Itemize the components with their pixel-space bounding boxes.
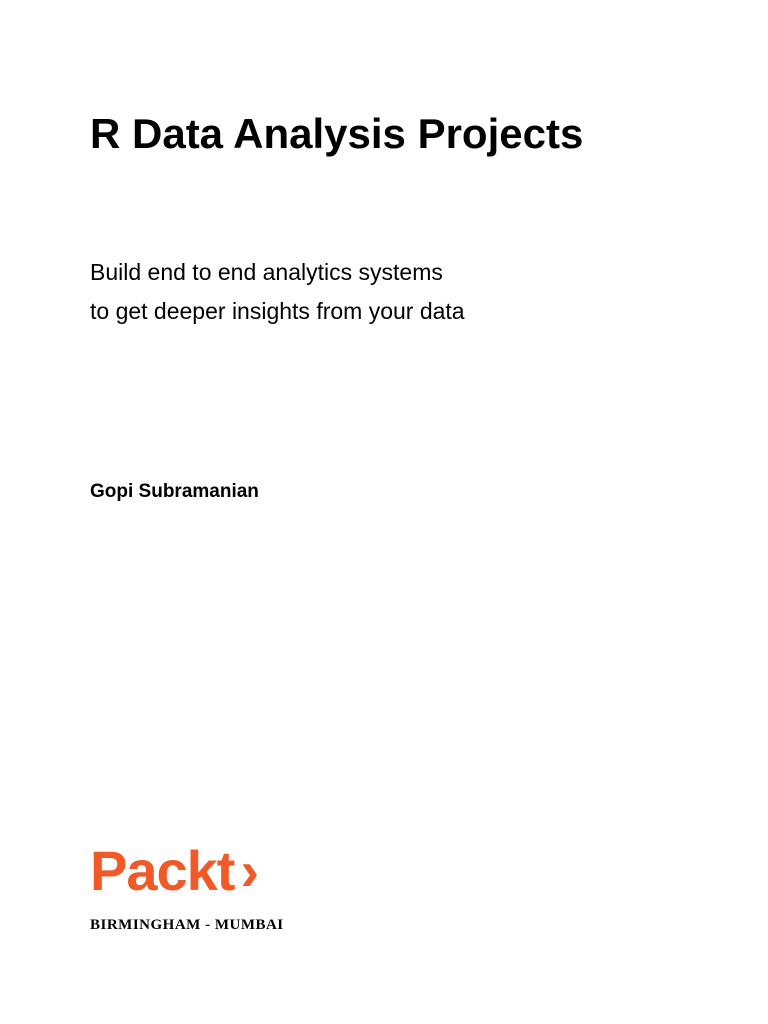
publisher-logo: Packt›	[90, 843, 678, 899]
book-subtitle: Build end to end analytics systems to ge…	[90, 253, 678, 331]
book-title: R Data Analysis Projects	[90, 110, 678, 158]
publisher-locations: BIRMINGHAM - MUMBAI	[90, 917, 678, 934]
publisher-bracket-icon: ›	[240, 843, 259, 899]
spacer	[90, 503, 678, 843]
subtitle-line-2: to get deeper insights from your data	[90, 292, 678, 331]
subtitle-line-1: Build end to end analytics systems	[90, 253, 678, 292]
publisher-block: Packt› BIRMINGHAM - MUMBAI	[90, 843, 678, 934]
author-name: Gopi Subramanian	[90, 481, 678, 503]
title-page: R Data Analysis Projects Build end to en…	[0, 0, 768, 1024]
publisher-name: Packt	[90, 843, 234, 899]
